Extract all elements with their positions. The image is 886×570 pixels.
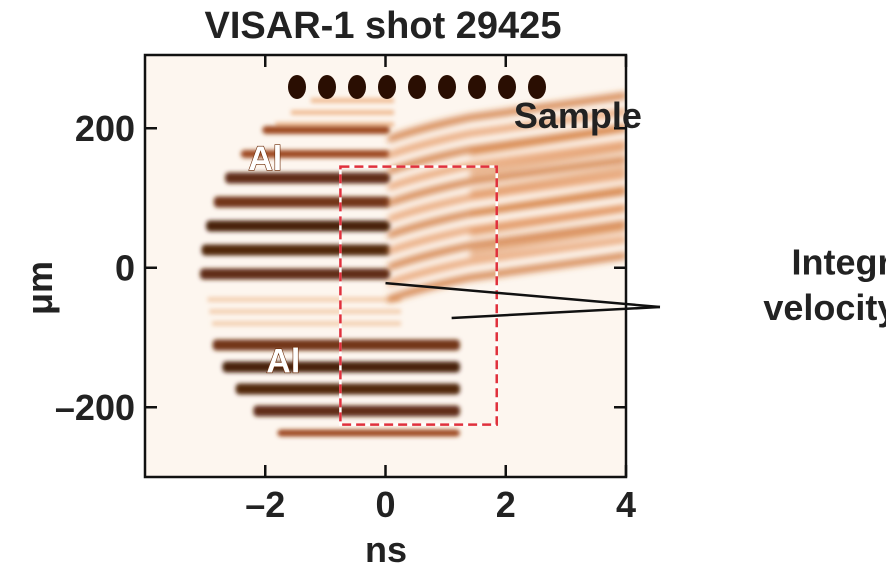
- sample-fringe: [388, 108, 626, 159]
- sample-fringe: [470, 225, 626, 257]
- fiducial-dot: [318, 75, 336, 99]
- sample-fringe: [388, 92, 626, 143]
- axis-ticks: [145, 55, 628, 477]
- y-tick-label: –200: [55, 387, 135, 428]
- al-fringe: [235, 383, 460, 395]
- faint-fringe: [275, 122, 394, 127]
- sample-fringe: [470, 185, 626, 217]
- streak-image: [145, 55, 626, 477]
- faint-fringe: [212, 321, 401, 326]
- y-tick-label: 0: [115, 248, 135, 289]
- sample-fringe: [470, 165, 626, 197]
- callout-line: [385, 281, 661, 309]
- faint-fringe: [209, 309, 401, 314]
- x-axis-label: ns: [365, 529, 407, 570]
- al-fringe: [262, 126, 390, 134]
- sample-label: Sample: [514, 95, 642, 136]
- sample-fringe: [388, 172, 626, 223]
- al-fringe: [201, 244, 390, 256]
- al-fringe: [213, 196, 390, 208]
- al-label: Al: [266, 342, 300, 380]
- al-fringe: [200, 268, 390, 280]
- fiducial-dot: [288, 75, 306, 99]
- al-fringe: [277, 429, 460, 437]
- highlight-box-red: [339, 165, 498, 426]
- y-tick-label: 200: [75, 108, 135, 149]
- sample-fringe: [388, 220, 626, 271]
- fiducial-dot: [348, 75, 366, 99]
- x-tick-label: 0: [375, 484, 395, 525]
- y-axis-label: μm: [19, 261, 60, 315]
- al-fringe: [225, 172, 390, 184]
- al-fringes-left: [200, 98, 460, 437]
- sample-fringe: [388, 156, 626, 207]
- axis-tick-labels: –2 0 2 4 200 0 –200: [55, 108, 636, 525]
- integrated-velocity-label: velocity: [763, 287, 886, 328]
- al-fringe: [253, 405, 460, 417]
- sample-fringe: [470, 145, 626, 177]
- x-tick-label: 2: [496, 484, 516, 525]
- al-fringe: [240, 150, 390, 158]
- sample-fringe: [388, 140, 626, 191]
- x-tick-label: –2: [245, 484, 285, 525]
- faint-fringe: [207, 297, 401, 302]
- annotations: Sample Al Al Integratedvelocity: [248, 95, 886, 381]
- x-tick-label: 4: [616, 484, 636, 525]
- sample-fringe: [388, 252, 626, 303]
- fiducial-dot: [498, 75, 516, 99]
- al-fringe: [206, 220, 390, 232]
- integrated-velocity-label: Integrated: [792, 242, 886, 283]
- callout-line: [451, 305, 661, 320]
- sample-fringes: [388, 92, 626, 303]
- chart-title: VISAR-1 shot 29425: [205, 5, 562, 47]
- highlight-box: [339, 165, 498, 426]
- al-label: Al: [248, 140, 282, 178]
- faint-fringe: [310, 98, 394, 103]
- fiducial-dot: [438, 75, 456, 99]
- fiducial-dot: [408, 75, 426, 99]
- fiducial-dots: [288, 75, 546, 99]
- callout-lines: [385, 281, 661, 320]
- fiducial-dot: [528, 75, 546, 99]
- fiducial-dot: [468, 75, 486, 99]
- sample-fringe: [470, 125, 626, 157]
- sample-fringe: [470, 205, 626, 237]
- fiducial-dot: [378, 75, 396, 99]
- faint-fringe: [290, 110, 394, 115]
- al-fringe: [212, 339, 460, 351]
- sample-fringe: [388, 236, 626, 287]
